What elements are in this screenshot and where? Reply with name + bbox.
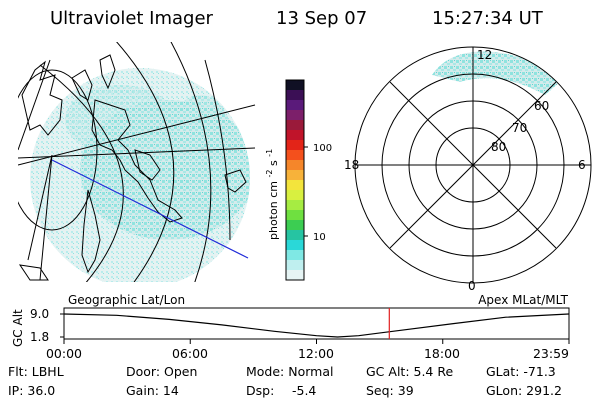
- colorbar-tick-label-10: 10: [313, 232, 326, 243]
- geographic-map: [18, 42, 256, 282]
- colorbar-swatch: [286, 110, 304, 121]
- colorbar-swatch: [286, 160, 304, 171]
- colorbar-tick-label-100: 100: [313, 143, 332, 154]
- app-title: Ultraviolet Imager: [50, 8, 213, 29]
- ip-readout: IP: 36.0: [8, 383, 56, 398]
- x-ticks: [63, 339, 570, 344]
- x-tick-label-1800: 18:00: [424, 346, 460, 361]
- svg-text:photon cm -2 s: photon cm -2 s -1: [262, 149, 280, 240]
- colorbar-swatch: [286, 270, 304, 281]
- header-date: 13 Sep 07: [276, 8, 368, 29]
- colorbar-swatch: [286, 120, 304, 131]
- colorbar-swatch: [286, 140, 304, 151]
- y-tick-label-9: 9.0: [30, 307, 49, 321]
- colorbar-swatch: [286, 170, 304, 181]
- gc-alt-axis-label: GC Alt: [11, 309, 25, 347]
- mlt-label-0: 0: [468, 279, 476, 293]
- glon-readout: GLon: 291.2: [486, 383, 562, 398]
- gc-alt-readout: GC Alt: 5.4 Re: [366, 364, 454, 379]
- lat-label-80: 80: [491, 140, 506, 154]
- x-tick-label-0600: 06:00: [172, 346, 208, 361]
- colorbar-swatch: [286, 210, 304, 221]
- header-time: 15:27:34 UT: [432, 8, 543, 29]
- svg-text:GC Alt: GC Alt: [11, 309, 25, 347]
- colorbar-swatch: [286, 180, 304, 191]
- colorbar-label: photon cm -2 s -1: [262, 149, 280, 240]
- lat-label-60: 60: [534, 99, 549, 113]
- coastlines: [18, 54, 247, 281]
- seq-readout: Seq: 39: [366, 383, 414, 398]
- colorbar: [285, 79, 305, 281]
- apex-title: Apex MLat/MLT: [478, 293, 568, 307]
- altitude-frame: [63, 307, 570, 340]
- polar-diagonal-2: [389, 81, 557, 249]
- filter-readout: Flt: LBHL: [8, 364, 64, 379]
- lat-label-70: 70: [512, 121, 527, 135]
- orbit-track: [51, 159, 249, 259]
- colorbar-swatch: [286, 260, 304, 271]
- colorbar-swatch: [286, 220, 304, 231]
- colorbar-swatch: [286, 80, 304, 91]
- lat-lon-grid: [18, 42, 256, 282]
- geographic-title: Geographic Lat/Lon: [68, 293, 185, 307]
- colorbar-swatch: [286, 250, 304, 261]
- colorbar-swatch: [286, 150, 304, 161]
- altitude-curve: [63, 313, 569, 338]
- colorbar-swatch: [286, 190, 304, 201]
- x-tick-label-2359: 23:59: [533, 346, 569, 361]
- x-tick-label-1200: 12:00: [298, 346, 334, 361]
- y-tick-label-1-8: 1.8: [30, 330, 49, 344]
- x-tick-label-0000: 00:00: [46, 346, 82, 361]
- colorbar-swatch: [286, 230, 304, 241]
- colorbar-swatch: [286, 90, 304, 101]
- colorbar-swatch: [286, 100, 304, 111]
- polar-plot: 12 18 6 0 60 70 80: [344, 46, 592, 293]
- colorbar-frame: [285, 79, 305, 281]
- door-readout: Door: Open: [126, 364, 198, 379]
- mlt-label-12: 12: [477, 48, 492, 62]
- polar-aurora: [432, 51, 560, 95]
- dsp-value: -5.4: [292, 383, 317, 398]
- altitude-strip: [60, 307, 570, 344]
- glat-readout: GLat: -71.3: [486, 364, 556, 379]
- colorbar-swatch: [286, 200, 304, 211]
- mode-readout: Mode: Normal: [246, 364, 334, 379]
- colorbar-swatch: [286, 240, 304, 251]
- colorbar-swatch: [286, 130, 304, 141]
- mlt-label-6: 6: [578, 158, 586, 172]
- gain-readout: Gain: 14: [126, 383, 179, 398]
- mlt-label-18: 18: [344, 158, 359, 172]
- dsp-label: Dsp:: [246, 383, 275, 398]
